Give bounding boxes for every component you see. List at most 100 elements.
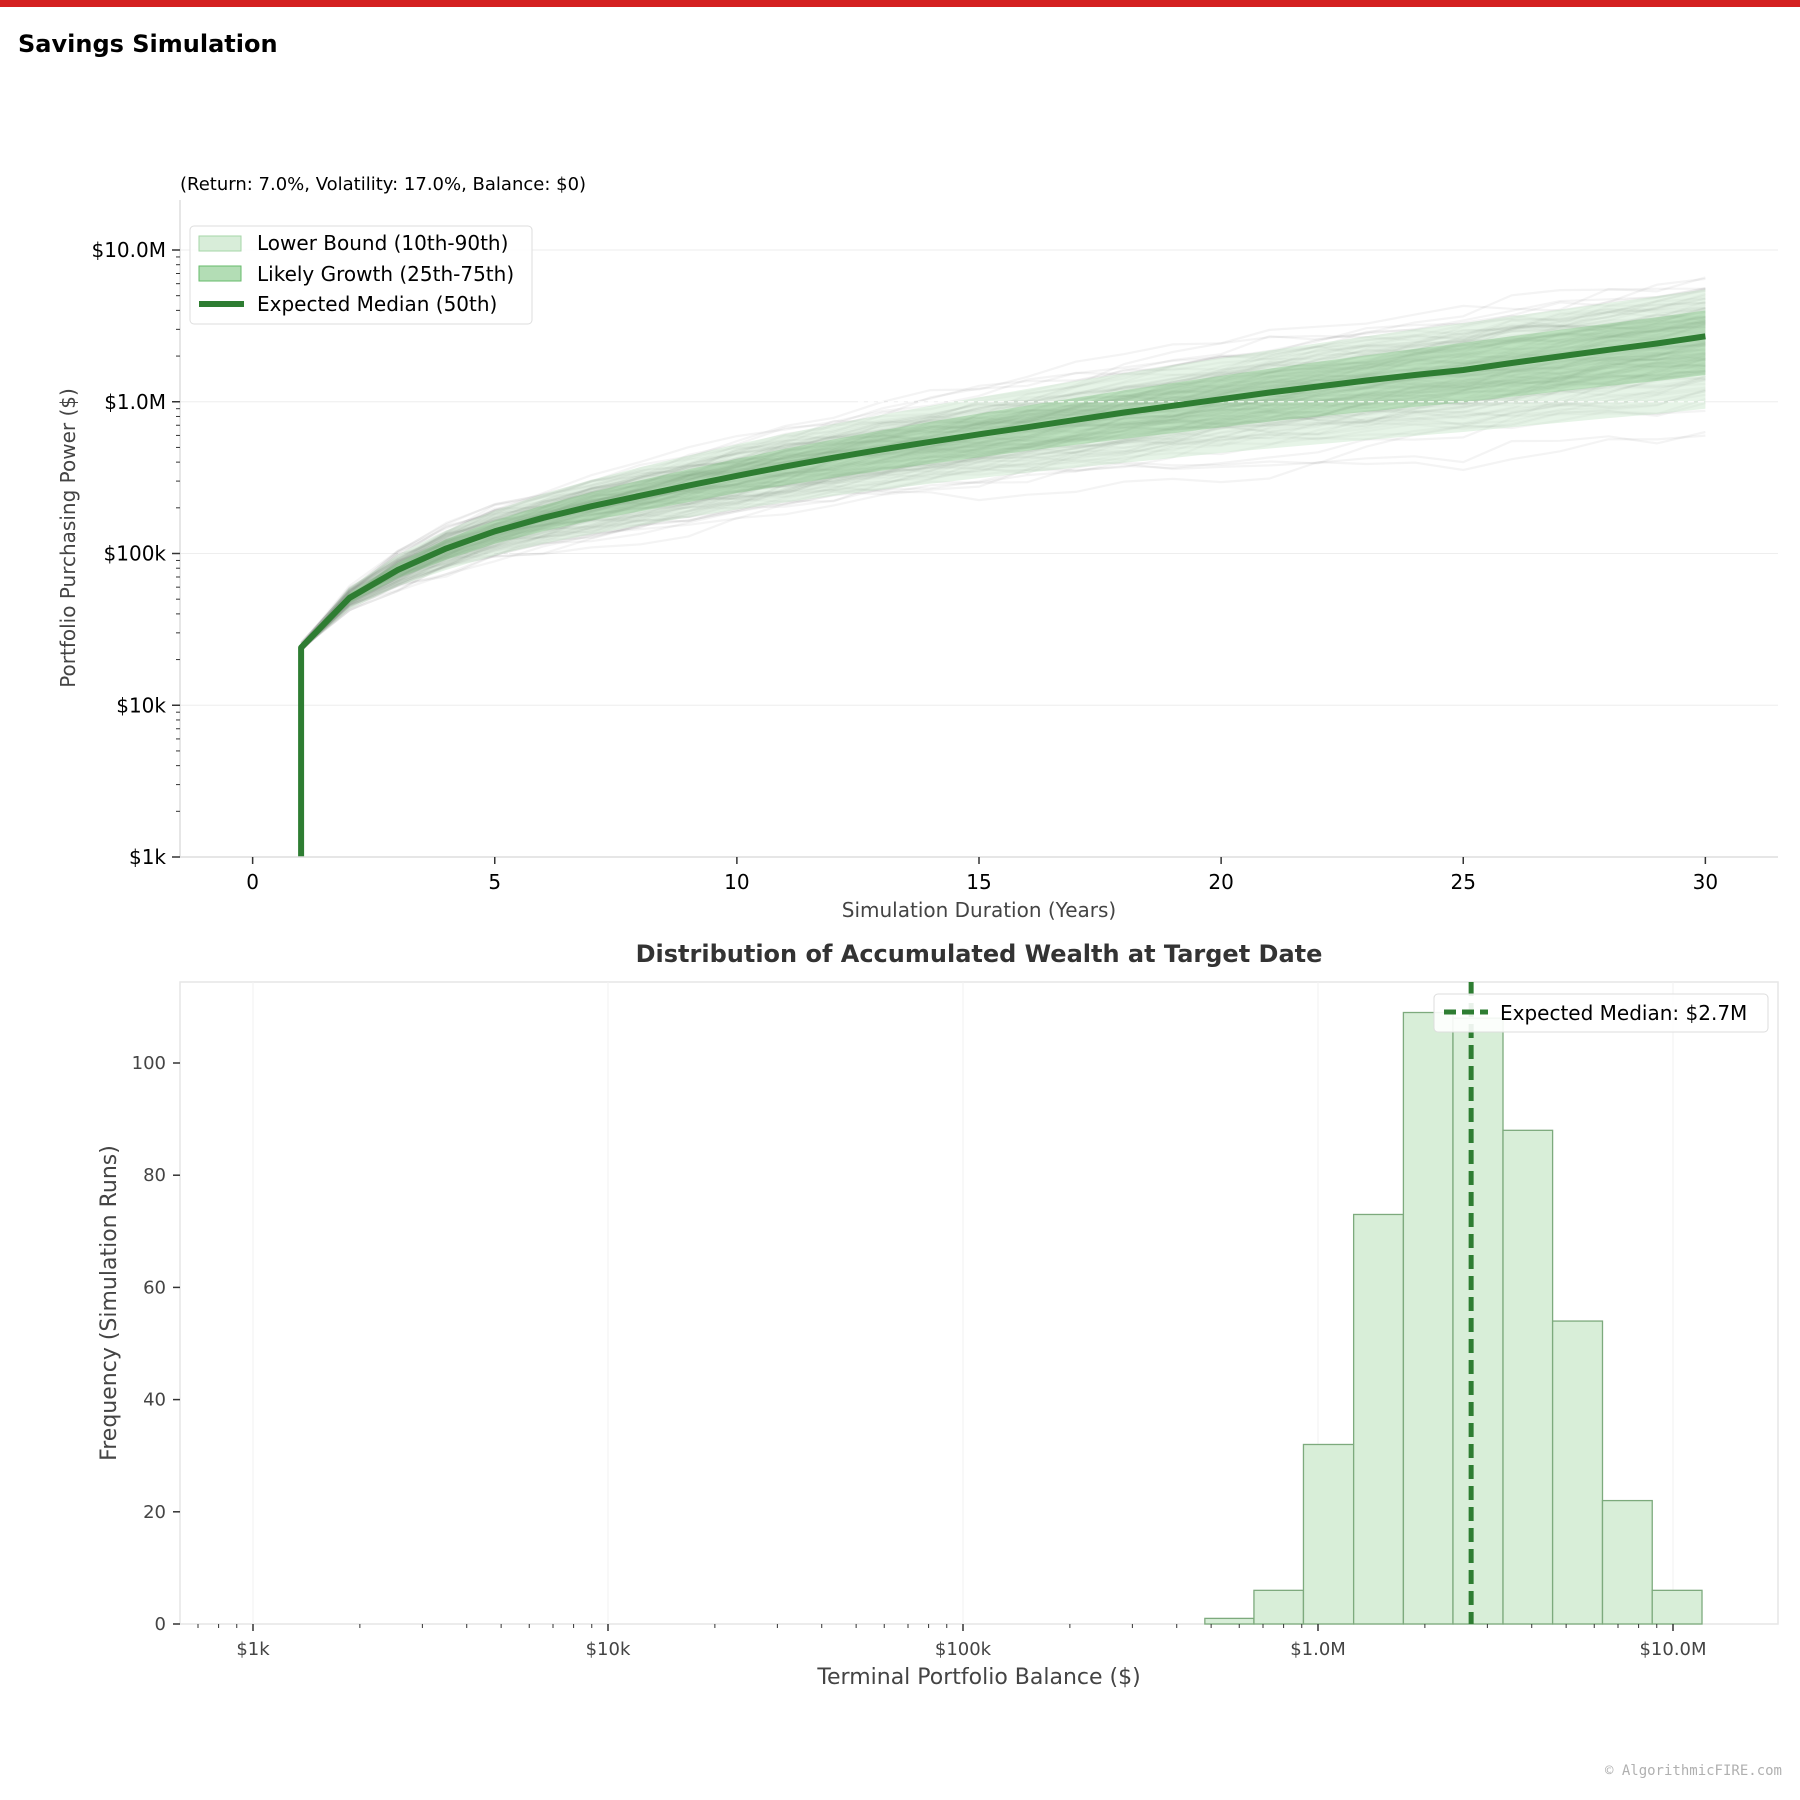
simulation-path [300, 367, 1706, 651]
simulation-path [300, 364, 1706, 649]
simulation-path [300, 287, 1706, 650]
simulation-path [300, 321, 1706, 650]
distribution-chart-grid [252, 982, 1674, 1624]
simulation-path [300, 325, 1706, 649]
app-title: Savings Simulation [18, 30, 278, 58]
growth-chart-x-ticks: 0 5 10 15 20 25 30 [246, 857, 1718, 894]
growth-x-tick-label: 10 [724, 870, 749, 894]
histogram-bar [1551, 1320, 1604, 1625]
legend-frame [189, 225, 533, 325]
accent-bar [0, 0, 1800, 7]
simulation-path [300, 307, 1706, 649]
growth-chart-subtitle: (Return: 7.0%, Volatility: 17.0%, Balanc… [180, 174, 586, 195]
simulation-path [300, 344, 1706, 649]
simulation-path [300, 339, 1706, 649]
distribution-legend-frame [1433, 993, 1769, 1033]
simulation-path [300, 434, 1706, 649]
percentile-bands [301, 289, 1706, 651]
histogram-bar [1402, 1011, 1454, 1625]
growth-chart-legend: Lower Bound (10th-90th) Likely Growth (2… [189, 225, 533, 325]
distribution-x-tick-label: $10.0M [1639, 1639, 1706, 1660]
simulation-path [300, 325, 1706, 650]
simulation-path [300, 409, 1706, 650]
simulation-path [300, 316, 1706, 647]
distribution-chart-x-label: Terminal Portfolio Balance ($) [816, 1665, 1140, 1690]
simulation-path [300, 386, 1706, 652]
simulation-path [300, 360, 1706, 652]
simulation-path [300, 357, 1706, 647]
simulation-path [300, 402, 1706, 648]
legend-label-median: Expected Median (50th) [257, 292, 497, 316]
histogram-bar [1302, 1443, 1355, 1625]
simulation-path [300, 310, 1706, 644]
median-line-group [298, 333, 1706, 857]
simulation-path [300, 336, 1706, 651]
simulation-path [300, 323, 1706, 649]
simulation-path [300, 388, 1706, 649]
watermark: © AlgorithmicFIRE.com [1604, 1763, 1782, 1779]
simulation-path [300, 320, 1706, 648]
simulation-path [300, 377, 1706, 648]
simulation-path [300, 315, 1706, 649]
simulation-path [300, 361, 1706, 649]
simulation-path [300, 288, 1706, 650]
median-line [298, 333, 1706, 857]
simulation-path [300, 322, 1706, 650]
simulation-path [300, 365, 1706, 649]
simulation-path [300, 343, 1706, 651]
growth-chart-y-ticks: $1k $10k $100k $1.0M $10.0M [91, 238, 180, 869]
distribution-x-tick-label: $10k [586, 1639, 631, 1660]
simulation-path [300, 320, 1706, 647]
simulation-path [300, 337, 1706, 646]
simulation-path [300, 335, 1706, 647]
simulation-path [300, 308, 1706, 652]
simulation-path [300, 289, 1706, 651]
distribution-y-tick-label: 0 [155, 1614, 166, 1635]
simulation-path [300, 389, 1706, 650]
simulation-path [300, 370, 1706, 650]
histogram-bar [1253, 1589, 1305, 1625]
simulation-path [300, 370, 1706, 649]
simulation-path [300, 320, 1706, 649]
simulation-path [300, 318, 1706, 652]
simulation-path [300, 331, 1706, 651]
simulation-path [300, 342, 1706, 649]
histogram-bar [1352, 1213, 1405, 1625]
simulation-path [300, 337, 1706, 646]
simulation-path [300, 351, 1706, 647]
growth-y-tick-label: $1.0M [104, 390, 166, 414]
simulation-path [300, 303, 1706, 647]
simulation-path [300, 307, 1706, 650]
simulation-path [300, 371, 1706, 650]
simulation-path [300, 356, 1706, 647]
simulation-path [300, 352, 1706, 648]
simulation-path [300, 320, 1706, 645]
simulation-path [300, 312, 1706, 644]
growth-x-tick-label: 25 [1451, 870, 1476, 894]
simulation-path [300, 287, 1706, 648]
simulation-path [300, 322, 1706, 647]
simulation-path [300, 325, 1706, 646]
simulation-path [300, 351, 1706, 649]
distribution-chart-legend: Expected Median: $2.7M [1433, 993, 1769, 1033]
distribution-y-tick-label: 60 [143, 1277, 166, 1298]
band-25th-75th [301, 310, 1706, 649]
distribution-chart: Distribution of Accumulated Wealth at Ta… [97, 940, 1779, 1690]
simulation-path [300, 364, 1706, 648]
simulation-path [300, 369, 1706, 649]
simulation-path [300, 301, 1706, 648]
simulation-path [300, 361, 1706, 651]
simulation-path [300, 325, 1706, 650]
growth-y-tick-label: $1k [129, 845, 166, 869]
growth-x-tick-label: 30 [1693, 870, 1718, 894]
legend-label-outer-band: Lower Bound (10th-90th) [257, 231, 508, 255]
simulation-path [300, 352, 1706, 648]
simulation-path [300, 344, 1706, 651]
simulation-path [300, 318, 1706, 649]
histogram-bar [1502, 1129, 1554, 1625]
growth-y-tick-label: $10.0M [91, 238, 166, 262]
distribution-chart-y-ticks: 0 20 40 60 80 100 [132, 1053, 180, 1635]
distribution-y-tick-label: 20 [143, 1502, 166, 1523]
simulation-path [300, 289, 1706, 652]
simulation-path [300, 369, 1706, 649]
